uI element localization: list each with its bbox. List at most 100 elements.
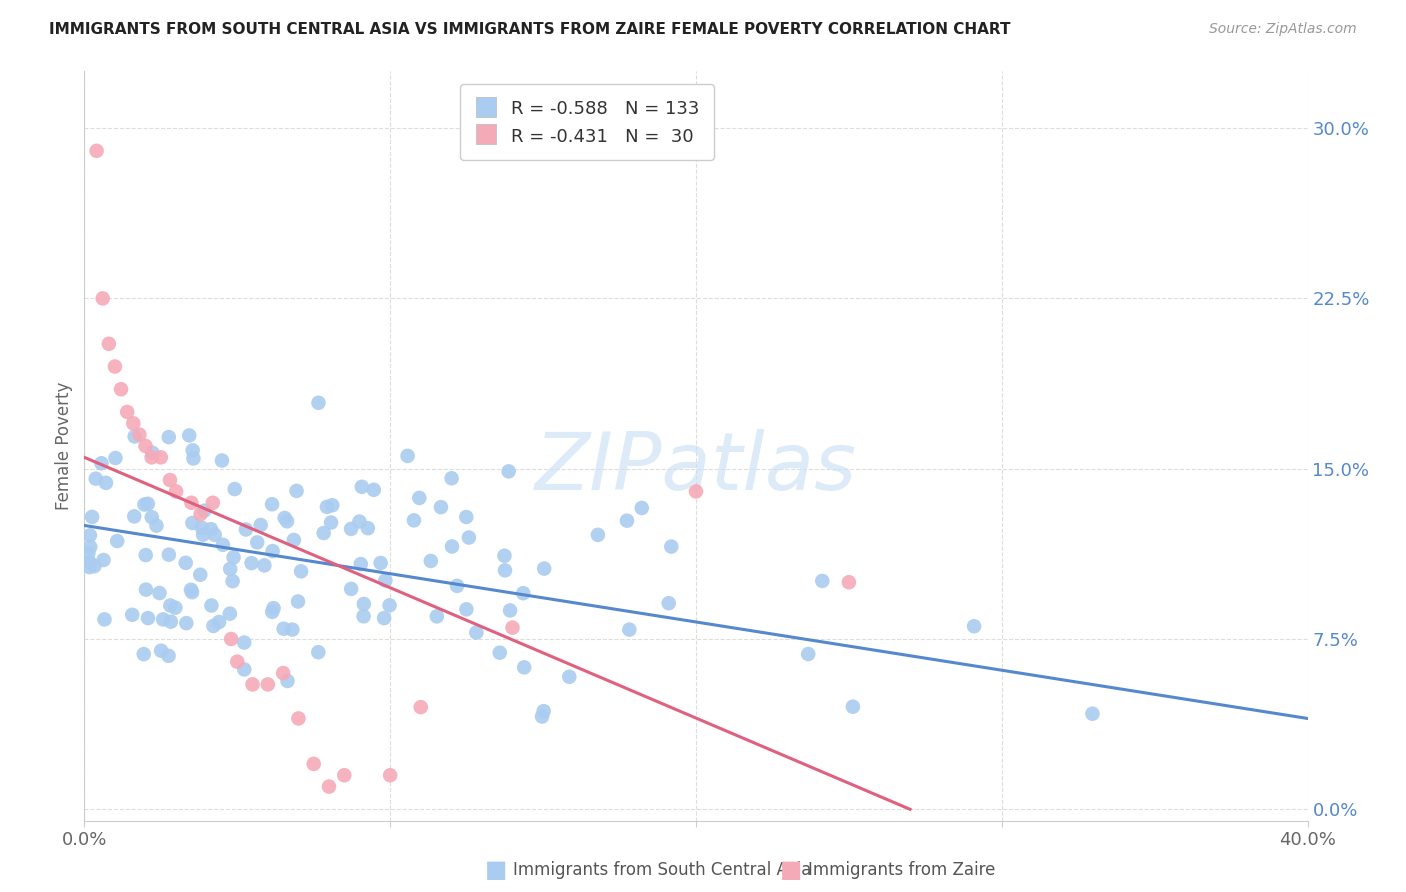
Point bbox=[141, 510, 163, 524]
Point bbox=[212, 538, 235, 552]
Point bbox=[79, 528, 101, 542]
Point bbox=[440, 471, 463, 485]
Point bbox=[124, 429, 146, 443]
Point bbox=[159, 473, 181, 487]
Point bbox=[157, 648, 180, 663]
Point bbox=[233, 635, 256, 649]
Point bbox=[283, 533, 305, 547]
Legend: R = -0.588   N = 133, R = -0.431   N =  30: R = -0.588 N = 133, R = -0.431 N = 30 bbox=[460, 84, 714, 160]
Point bbox=[488, 646, 510, 660]
Point bbox=[135, 582, 157, 597]
Point bbox=[176, 616, 198, 631]
Point bbox=[273, 622, 295, 636]
Point bbox=[409, 700, 432, 714]
Point bbox=[440, 540, 463, 554]
Point bbox=[122, 509, 145, 524]
Point bbox=[512, 586, 534, 600]
Point bbox=[307, 645, 329, 659]
Point bbox=[396, 449, 419, 463]
Point bbox=[316, 500, 339, 514]
Point bbox=[457, 531, 479, 545]
Text: Immigrants from Zaire: Immigrants from Zaire bbox=[808, 861, 995, 879]
Point bbox=[340, 582, 363, 596]
Point bbox=[221, 574, 243, 588]
Point bbox=[94, 475, 117, 490]
Point bbox=[426, 609, 449, 624]
Point bbox=[240, 556, 263, 570]
Text: Source: ZipAtlas.com: Source: ZipAtlas.com bbox=[1209, 22, 1357, 37]
Point bbox=[619, 623, 641, 637]
Point bbox=[494, 563, 516, 577]
Point bbox=[350, 480, 373, 494]
Point bbox=[321, 498, 343, 512]
Point bbox=[419, 554, 441, 568]
Point bbox=[465, 625, 488, 640]
Point bbox=[312, 526, 335, 541]
Point bbox=[193, 504, 215, 518]
Point bbox=[135, 439, 157, 453]
Point bbox=[211, 453, 233, 467]
Point bbox=[128, 427, 150, 442]
Point bbox=[152, 612, 174, 626]
Point bbox=[180, 496, 202, 510]
Point bbox=[219, 562, 242, 576]
Point bbox=[145, 518, 167, 533]
Point bbox=[110, 382, 132, 396]
Point bbox=[276, 673, 298, 688]
Point bbox=[226, 655, 249, 669]
Point bbox=[181, 443, 204, 458]
Point bbox=[141, 446, 163, 460]
Point bbox=[349, 515, 371, 529]
Point bbox=[188, 567, 211, 582]
Point bbox=[558, 670, 581, 684]
Point bbox=[235, 523, 257, 537]
Point bbox=[262, 544, 284, 558]
Point bbox=[498, 464, 520, 478]
Point bbox=[963, 619, 986, 633]
Point bbox=[165, 600, 187, 615]
Point bbox=[150, 643, 173, 657]
Point bbox=[260, 497, 283, 511]
Point bbox=[262, 605, 284, 619]
Point bbox=[616, 514, 638, 528]
Point bbox=[165, 484, 187, 499]
Point bbox=[148, 586, 170, 600]
Point bbox=[233, 662, 256, 676]
Point bbox=[219, 632, 242, 646]
Point bbox=[242, 677, 264, 691]
Point bbox=[149, 450, 172, 465]
Point bbox=[430, 500, 453, 515]
Point bbox=[79, 560, 101, 574]
Point bbox=[204, 528, 226, 542]
Point bbox=[121, 607, 143, 622]
Point bbox=[136, 611, 159, 625]
Point bbox=[370, 556, 392, 570]
Point bbox=[1081, 706, 1104, 721]
Point bbox=[811, 574, 834, 588]
Point bbox=[842, 699, 865, 714]
Point bbox=[190, 507, 212, 521]
Point bbox=[797, 647, 820, 661]
Point bbox=[499, 603, 522, 617]
Point bbox=[408, 491, 430, 505]
Point bbox=[333, 768, 356, 782]
Point bbox=[246, 535, 269, 549]
Point bbox=[97, 336, 120, 351]
Point bbox=[115, 405, 138, 419]
Y-axis label: Female Poverty: Female Poverty bbox=[55, 382, 73, 510]
Point bbox=[200, 599, 222, 613]
Point bbox=[276, 514, 298, 528]
Point bbox=[218, 607, 240, 621]
Point bbox=[157, 548, 180, 562]
Point bbox=[79, 540, 101, 554]
Point bbox=[533, 704, 555, 718]
Point bbox=[134, 498, 156, 512]
Point bbox=[201, 496, 224, 510]
Point bbox=[132, 647, 155, 661]
Text: ZIPatlas: ZIPatlas bbox=[534, 429, 858, 508]
Point bbox=[183, 451, 205, 466]
Point bbox=[200, 522, 222, 536]
Point bbox=[91, 292, 114, 306]
Point bbox=[307, 396, 329, 410]
Point bbox=[191, 521, 214, 535]
